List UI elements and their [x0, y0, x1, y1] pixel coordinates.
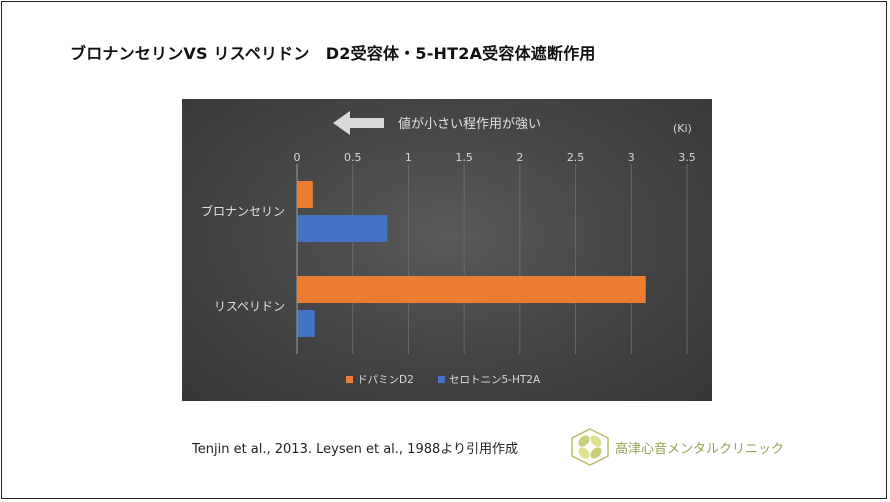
bar-d2-1: [297, 276, 646, 303]
legend-label-serotonin: セロトニン5-HT2A: [449, 374, 541, 386]
x-tick-label: 2: [516, 151, 523, 164]
x-tick-label: 1.5: [455, 151, 473, 164]
x-tick-label: 3: [628, 151, 635, 164]
x-tick-label: 3.5: [678, 151, 696, 164]
category-label: リスペリドン: [214, 300, 285, 314]
chart-x-ticks: 0 0.5 1 1.5 2 2.5 3 3.5: [294, 151, 696, 164]
legend-swatch-dopamine: [346, 376, 353, 383]
chart-gridlines: [352, 164, 688, 354]
chart-annotation: 値が小さい程作用が強い: [398, 116, 541, 132]
x-tick-label: 1: [405, 151, 412, 164]
clinic-name: 高津心音メンタルクリニック: [615, 442, 785, 457]
legend-label-dopamine: ドパミンD2: [357, 374, 414, 386]
x-tick-label: 2.5: [567, 151, 585, 164]
bar-5ht2a-1: [297, 310, 315, 337]
slide-title: ブロナンセリンVS リスペリドン D2受容体・5-HT2A受容体遮断作用: [70, 44, 596, 63]
bar-d2-0: [297, 181, 313, 208]
chart: 0 0.5 1 1.5 2 2.5 3 3.5 ブロナンセリンリスペリドン 値が小さい程作用が…: [182, 99, 712, 401]
legend-swatch-serotonin: [438, 376, 445, 383]
category-label: ブロナンセリン: [201, 204, 285, 219]
left-arrow-icon: [333, 111, 384, 135]
clover-logo-icon: [571, 428, 609, 466]
bar-5ht2a-0: [297, 215, 388, 242]
chart-bars: [297, 181, 646, 337]
x-tick-label: 0.5: [344, 151, 362, 164]
x-tick-label: 0: [294, 151, 301, 164]
citation: Tenjin et al., 2013. Leysen et al., 1988…: [192, 442, 518, 457]
chart-unit-label: (Ki): [673, 122, 692, 135]
